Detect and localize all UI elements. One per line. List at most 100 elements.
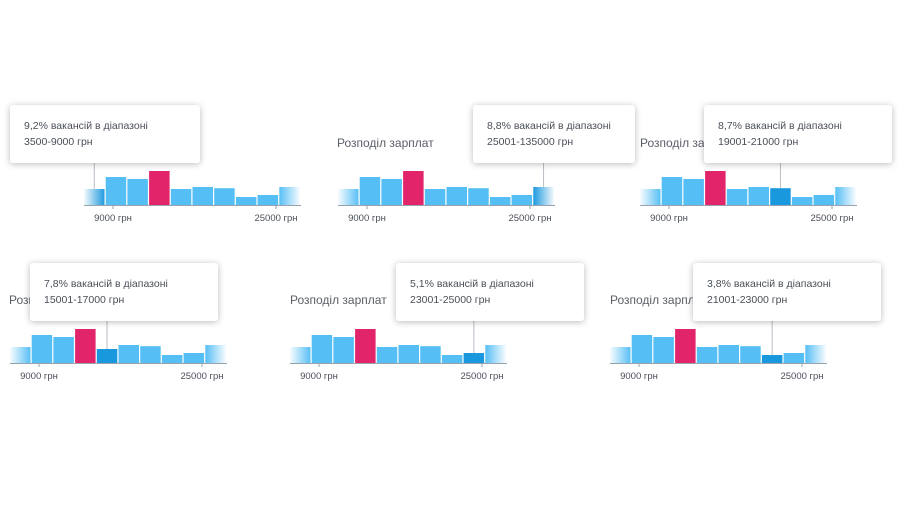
tooltip: 8,8% вакансій в діапазоні 25001-135000 г… (473, 105, 635, 163)
histogram-bar (381, 179, 402, 205)
histogram: 9000 грн 25000 грн (609, 320, 827, 382)
edge-fade (289, 323, 311, 364)
histogram-bar (468, 188, 489, 205)
tooltip: 3,8% вакансій в діапазоні 21001-23000 гр… (693, 263, 881, 321)
histogram-bar (192, 187, 213, 205)
histogram-bar (118, 345, 139, 363)
histogram-bar (311, 335, 333, 363)
axis-tick-label: 9000 грн (94, 213, 132, 224)
histogram-bar-highlight (675, 329, 696, 363)
histogram-bar-hover (761, 355, 783, 363)
histogram-bar (105, 177, 127, 205)
histogram-bar (683, 179, 704, 205)
tooltip-percent-text: 9,2% вакансій в діапазоні (24, 120, 148, 132)
axis-tick-label: 9000 грн (620, 371, 658, 382)
axis-tick-label: 9000 грн (20, 371, 58, 382)
histogram-bar (441, 355, 463, 363)
histogram-bar (424, 189, 446, 205)
edge-fade (609, 323, 631, 364)
histogram-bar-highlight (149, 171, 170, 205)
chart-title: Розподіл зарплат (337, 136, 434, 150)
histogram-bar (653, 337, 674, 363)
histogram-bar-hover (463, 353, 485, 363)
tooltip: 7,8% вакансій в діапазоні 15001-17000 гр… (30, 263, 218, 321)
histogram-bar (813, 195, 835, 205)
histogram: 9000 грн 25000 грн (337, 162, 555, 224)
histogram: 9000 грн 25000 грн (289, 320, 507, 382)
histogram-bar (489, 197, 511, 205)
tooltip: 9,2% вакансій в діапазоні 3500-9000 грн (10, 105, 200, 163)
histogram-bar (420, 346, 441, 363)
histogram-bar (661, 177, 683, 205)
histogram-bar (257, 195, 279, 205)
tooltip-range-text: 19001-21000 грн (718, 136, 799, 148)
histogram-bar (214, 188, 235, 205)
edge-fade (337, 165, 359, 206)
chart-title: Розподіл зарплат (290, 293, 387, 307)
histogram-bar (183, 353, 205, 363)
histogram-bar-highlight (403, 171, 424, 205)
histogram-bar (53, 337, 74, 363)
axis-tick-label: 25000 грн (508, 213, 551, 224)
histogram-bar (398, 345, 419, 363)
histogram-bar-highlight (355, 329, 376, 363)
tooltip-range-text: 25001-135000 грн (487, 136, 574, 148)
axis-tick-label: 25000 грн (254, 213, 297, 224)
tooltip-percent-text: 3,8% вакансій в діапазоні (707, 278, 831, 290)
tooltip: 8,7% вакансій в діапазоні 19001-21000 гр… (704, 105, 892, 163)
tooltip-range-text: 23001-25000 грн (410, 294, 491, 306)
tooltip-percent-text: 8,7% вакансій в діапазоні (718, 120, 842, 132)
histogram-bar (333, 337, 354, 363)
tooltip-range-text: 15001-17000 грн (44, 294, 125, 306)
axis-tick-label: 9000 грн (300, 371, 338, 382)
chart-title: Розподіл зарплат (610, 293, 707, 307)
salary-chart-panel: Розподіл зарплат 9000 грн 25000 грн 5,1% … (282, 258, 584, 398)
histogram-bar (235, 197, 257, 205)
edge-fade (9, 323, 31, 364)
histogram-bar (511, 195, 533, 205)
histogram: 9000 грн 25000 грн (639, 162, 857, 224)
histogram-bar-hover (770, 188, 791, 205)
histogram-bar-hover (96, 349, 118, 363)
histogram-bar (791, 197, 813, 205)
edge-fade (835, 165, 857, 206)
edge-fade (485, 323, 507, 364)
salary-chart-panel: Розподіл зарплат 9000 грн 25000 грн 8,7% … (632, 100, 894, 240)
histogram-bar (783, 353, 805, 363)
histogram-bar (359, 177, 381, 205)
tooltip-range-text: 21001-23000 грн (707, 294, 788, 306)
histogram-bar (631, 335, 653, 363)
tooltip-percent-text: 7,8% вакансій в діапазоні (44, 278, 168, 290)
tooltip: 5,1% вакансій в діапазоні 23001-25000 гр… (396, 263, 584, 321)
axis-tick-label: 25000 грн (180, 371, 223, 382)
histogram: 9000 грн 25000 грн (9, 320, 227, 382)
histogram-bar (376, 347, 398, 363)
axis-tick-label: 9000 грн (348, 213, 386, 224)
edge-fade (279, 165, 301, 206)
histogram-bar (31, 335, 53, 363)
histogram-bar (161, 355, 183, 363)
histogram-bar (446, 187, 467, 205)
tooltip-percent-text: 5,1% вакансій в діапазоні (410, 278, 534, 290)
edge-fade (639, 165, 661, 206)
tooltip-percent-text: 8,8% вакансій в діапазоні (487, 120, 611, 132)
edge-fade (805, 323, 827, 364)
axis-tick-label: 25000 грн (810, 213, 853, 224)
axis-tick-label: 25000 грн (460, 371, 503, 382)
histogram-bar-highlight (705, 171, 726, 205)
histogram-bar (748, 187, 769, 205)
histogram: 9000 грн 25000 грн (83, 162, 301, 224)
axis-tick-label: 9000 грн (650, 213, 688, 224)
histogram-bar (140, 346, 161, 363)
tooltip-range-text: 3500-9000 грн (24, 136, 93, 148)
histogram-bar (726, 189, 748, 205)
histogram-bar (718, 345, 739, 363)
histogram-bar (170, 189, 192, 205)
axis-tick-label: 25000 грн (780, 371, 823, 382)
histogram-bar (740, 346, 761, 363)
edge-fade (205, 323, 227, 364)
salary-chart-panel: Розподіл зарплат 9000 грн 25000 грн 8,8% … (330, 100, 635, 240)
histogram-bar-highlight (75, 329, 96, 363)
salary-chart-panel: Розподіл зарплат 9000 грн 25000 грн 3,8% … (602, 258, 881, 398)
